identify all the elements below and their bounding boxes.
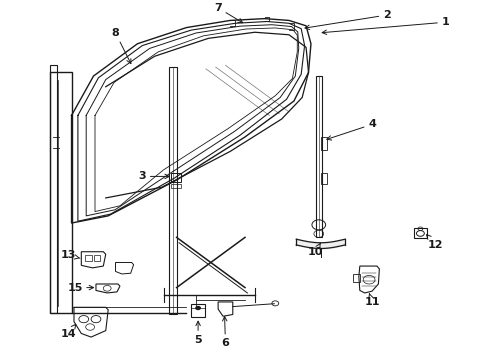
Bar xyxy=(94,255,100,261)
Text: 8: 8 xyxy=(112,28,131,64)
Bar xyxy=(191,304,205,318)
Bar xyxy=(85,255,92,261)
Text: 15: 15 xyxy=(67,283,94,293)
Text: 11: 11 xyxy=(364,294,380,307)
Text: 10: 10 xyxy=(308,244,323,257)
Text: 4: 4 xyxy=(327,120,376,140)
Text: 14: 14 xyxy=(60,324,76,339)
Bar xyxy=(353,274,360,282)
Text: 2: 2 xyxy=(305,10,391,30)
Bar xyxy=(321,137,327,149)
Bar xyxy=(414,228,427,238)
Text: 1: 1 xyxy=(322,17,449,35)
Text: 3: 3 xyxy=(139,171,170,181)
Text: 5: 5 xyxy=(194,321,202,345)
Text: 6: 6 xyxy=(221,316,229,348)
Circle shape xyxy=(195,306,201,310)
Bar xyxy=(171,184,181,188)
Bar xyxy=(321,173,327,184)
Text: 12: 12 xyxy=(426,235,443,249)
Bar xyxy=(171,173,181,182)
Text: 13: 13 xyxy=(60,250,80,260)
Text: 7: 7 xyxy=(214,3,243,23)
